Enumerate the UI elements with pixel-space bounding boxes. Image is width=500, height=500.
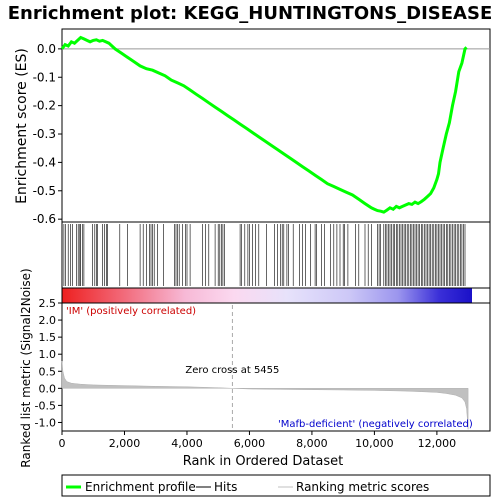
es-y-tick-label: -0.5 <box>33 184 56 198</box>
metric-y-tick-label: 2.5 <box>39 297 57 310</box>
enrichment-profile-line <box>60 35 468 214</box>
es-y-tick-label: -0.2 <box>33 99 56 113</box>
zero-cross-label: Zero cross at 5455 <box>185 365 279 376</box>
metric-y-tick-label: -1.0 <box>35 416 56 429</box>
chart-title: Enrichment plot: KEGG_HUNTINGTONS_DISEAS… <box>8 3 493 24</box>
metric-y-tick-label: 1.5 <box>39 331 57 344</box>
x-tick-label: 8,000 <box>296 437 328 450</box>
x-axis: 0 2,000 4,000 6,000 8,000 10,000 12,000 <box>59 431 457 450</box>
metric-y-tick-label: 1.0 <box>39 348 57 361</box>
x-tick-label: 0 <box>59 437 66 450</box>
positive-correlation-label: 'IM' (positively correlated) <box>66 306 196 317</box>
es-y-tick-label: -0.1 <box>33 70 56 84</box>
rank-color-strip <box>62 288 472 303</box>
x-tick-label: 4,000 <box>171 437 203 450</box>
metric-y-tick-label: 2.0 <box>39 314 57 327</box>
es-y-tick-label: -0.4 <box>33 155 56 169</box>
es-y-tick-label: 0.0 <box>37 42 56 56</box>
es-y-axis-label: Enrichment score (ES) <box>14 48 30 204</box>
metric-y-axis-label: Ranked list metric (Signal2Noise) <box>19 268 33 467</box>
x-tick-label: 2,000 <box>109 437 141 450</box>
legend-hits-label: Hits <box>214 480 237 494</box>
ranking-metric-area <box>61 360 469 430</box>
legend-box <box>61 474 491 497</box>
metric-y-tick-label: 0.0 <box>39 382 57 395</box>
metric-y-tick-label: 0.5 <box>39 365 57 378</box>
x-axis-label: Rank in Ordered Dataset <box>183 454 344 469</box>
hits-rug <box>63 224 466 286</box>
metric-y-tick-label: -0.5 <box>35 399 56 412</box>
legend-enrichment-label: Enrichment profile <box>85 480 196 494</box>
legend-metric-label: Ranking metric scores <box>296 480 429 494</box>
x-tick-label: 6,000 <box>234 437 266 450</box>
es-y-tick-label: -0.6 <box>33 212 56 226</box>
x-tick-label: 10,000 <box>355 437 394 450</box>
es-y-tick-label: -0.3 <box>33 127 56 141</box>
es-y-axis: 0.0 -0.1 -0.2 -0.3 -0.4 -0.5 -0.6 <box>33 42 62 226</box>
metric-y-axis: 2.5 2.0 1.5 1.0 0.5 0.0 -0.5 -1.0 <box>35 297 62 429</box>
negative-correlation-label: 'Mafb-deficient' (negatively correlated) <box>278 419 473 430</box>
x-tick-label: 12,000 <box>418 437 457 450</box>
